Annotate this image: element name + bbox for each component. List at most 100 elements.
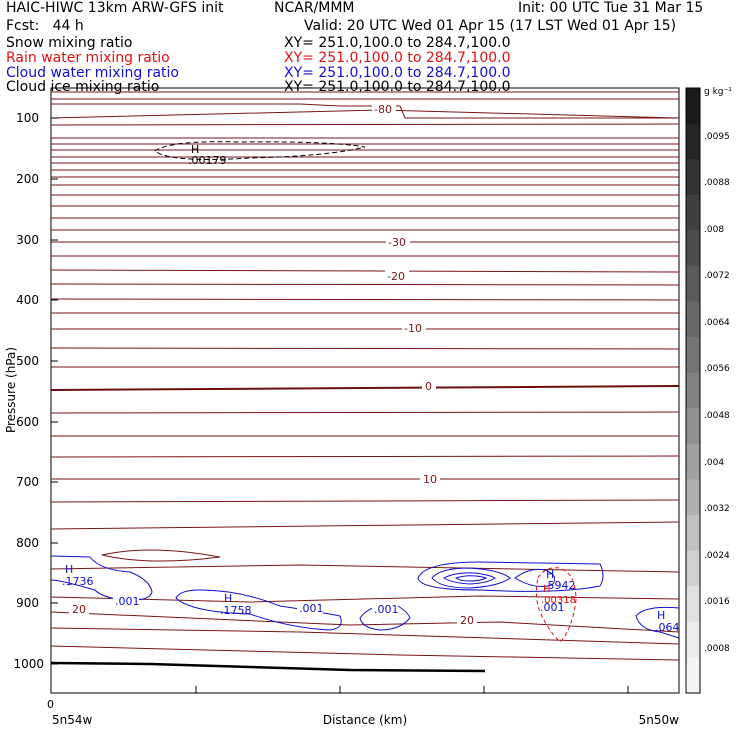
rain-high-marker: H [543,584,551,595]
x-tick-label: 0 [47,698,54,711]
colorbar-label: .0072 [704,271,730,281]
colorbar-swatch [686,88,700,125]
colorbar-label: .004 [704,458,724,468]
snow-contours [154,141,366,160]
colorbar-label: .0032 [704,504,730,514]
colorbar-label: .0056 [704,364,730,374]
cloud-water-max-value: .1758 [220,604,252,617]
y-tick-label: 700 [16,475,39,489]
rain-max-value: .00318 [541,595,576,606]
colorbar-label: .0008 [704,644,730,654]
colorbar-swatch [686,408,700,445]
y-tick-label: 600 [16,415,39,429]
temp-contour-line [50,109,680,119]
colorbar-swatch [686,443,700,480]
forecast-hour: Fcst: 44 h [6,18,84,34]
colorbar-label: .008 [704,225,724,235]
temp-contour-line [50,521,680,530]
valid-time: Valid: 20 UTC Wed 01 Apr 15 (17 LST Wed … [304,18,677,34]
snow-high-marker: H [191,143,199,156]
plot-title: HAIC-HIWC 13km ARW-GFS init [6,0,224,16]
temp-contour-line [50,564,680,573]
terrain-surface [50,661,486,673]
temp-contour-line [50,123,680,126]
cloud-water-max-value: .5942 [544,579,576,592]
temp-label-minus20: -20 [387,270,405,283]
cloud-water-max-value: .064 [655,621,680,634]
temp-contour-line [50,298,680,301]
cloud-water-high-marker: H [224,592,232,605]
cloud-water-contour-label: .001 [115,595,140,608]
temp-contour-line [50,455,680,458]
field-cloudice-name: Cloud ice mixing ratio [6,79,160,95]
temp-contour-line [50,595,680,603]
colorbar-unit: g kg⁻¹ [704,87,732,97]
temp-contour-line [50,347,680,350]
rain-water-contour [535,567,577,643]
cloud-water-contour-label: .001 [540,601,565,614]
colorbar-label: .0048 [704,411,730,421]
field-cloudwater-name: Cloud water mixing ratio [6,65,179,81]
y-tick-label: 1000 [13,657,44,671]
cloud-water-contours [50,555,680,639]
y-tick-label: 800 [16,536,39,550]
x-right-location: 5n50w [639,713,680,727]
field-cloudwater-xy: XY= 251.0,100.0 to 284.7,100.0 [284,65,511,81]
temp-label-minus30: -30 [388,236,406,249]
y-tick-label: 900 [16,596,39,610]
temp-label-minus10: -10 [404,322,422,335]
y-axis-ticks [51,117,58,665]
colorbar-frame [685,87,701,694]
colorbar-label: .0088 [704,178,730,188]
temp-contour-line [50,269,680,273]
colorbar-swatch [686,657,700,694]
cloud-water-high-marker: H [657,609,665,622]
snow-max-value: .00179 [188,154,227,167]
field-rain-xy: XY= 251.0,100.0 to 284.7,100.0 [284,50,511,66]
y-tick-label: 200 [16,172,39,186]
x-axis-label: Distance (km) [323,713,407,727]
y-tick-label: 100 [16,111,39,125]
zero-degree-isotherm [50,385,680,391]
y-tick-label: 300 [16,233,39,247]
colorbar-swatch [686,586,700,623]
field-snow-name: Snow mixing ratio [6,35,133,51]
colorbar-swatch [686,265,700,303]
temp-contour-line [51,103,679,119]
y-tick-label: 500 [16,354,39,368]
cloud-water-high-marker: H [546,568,554,581]
colorbar-swatch [686,621,700,658]
temp-contour-line [50,611,680,633]
colorbar-label: .0024 [704,551,730,561]
colorbar-swatch [686,301,700,338]
x-left-location: 5n54w [52,713,93,727]
plot-frame [50,87,680,694]
colorbar-swatch [686,479,700,516]
field-rain-name: Rain water mixing ratio [6,50,170,66]
cloud-water-high-marker: H [65,563,73,576]
colorbar-swatch [686,550,700,587]
cloud-water-max-value: .1736 [62,575,94,588]
cloud-water-contour-label: .001 [374,603,399,616]
temp-contour-line [50,283,680,286]
temp-contour-line [50,411,680,414]
temp-contour-line [50,627,680,645]
colorbar-label: .0095 [704,132,730,142]
temp-label-20-right: 20 [460,614,474,627]
colorbar-swatch [686,123,700,160]
temp-label-0: 0 [425,380,432,393]
temperature-contours [50,91,680,661]
temp-label-minus80: -80 [374,103,392,116]
colorbar [686,88,700,694]
temp-label-20-left: 20 [72,603,86,616]
colorbar-swatch [686,159,700,196]
colorbar-swatch [686,194,700,231]
colorbar-swatch [686,515,700,552]
cloud-water-contour-label: .001 [299,602,324,615]
colorbar-swatch [686,337,700,374]
field-cloudice-xy: XY= 251.0,100.0 to 284.7,100.0 [284,79,511,95]
colorbar-label: .0016 [704,597,730,607]
colorbar-swatch [686,230,700,267]
temp-contour-line [50,499,680,503]
